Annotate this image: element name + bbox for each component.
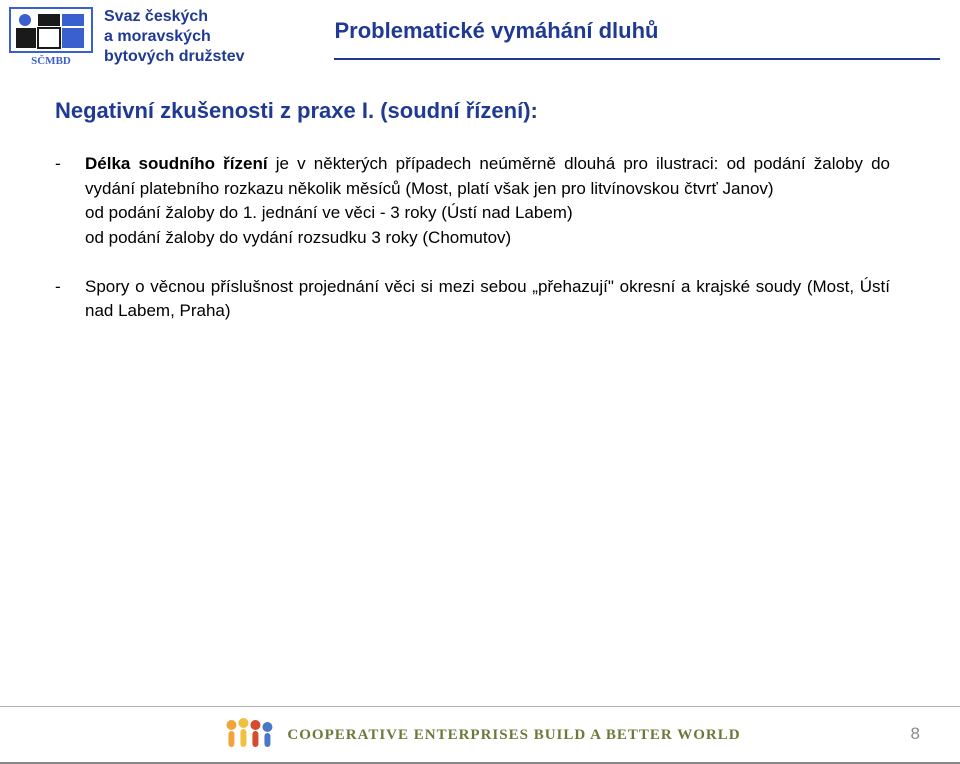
org-name-line2: a moravských xyxy=(104,27,244,47)
bullet-dash: - xyxy=(55,152,67,177)
coop-logo-icon xyxy=(219,715,279,755)
bullet-rest: Spory o věcnou příslušnost projednání vě… xyxy=(85,277,890,321)
title-block: Problematické vymáhání dluhů xyxy=(244,6,940,60)
title-underline xyxy=(334,58,940,60)
bullet-body: Spory o věcnou příslušnost projednání vě… xyxy=(85,275,890,324)
footer-slogan: COOPERATIVE ENTERPRISES BUILD A BETTER W… xyxy=(287,727,740,744)
scmbd-logo-icon: SČMBD xyxy=(8,6,94,68)
page-footer: COOPERATIVE ENTERPRISES BUILD A BETTER W… xyxy=(0,706,960,764)
org-logo-block: SČMBD Svaz českých a moravských bytových… xyxy=(8,6,244,68)
content-area: Negativní zkušenosti z praxe I. (soudní … xyxy=(0,68,960,324)
bullet-line2: od podání žaloby do 1. jednání ve věci -… xyxy=(85,203,573,222)
bullet-item: - Délka soudního řízení je v některých p… xyxy=(55,152,890,251)
bullet-line3: od podání žaloby do vydání rozsudku 3 ro… xyxy=(85,228,511,247)
footer-rule-top xyxy=(0,706,960,707)
page-header: SČMBD Svaz českých a moravských bytových… xyxy=(0,0,960,68)
document-title: Problematické vymáhání dluhů xyxy=(334,18,940,54)
bullet-item: - Spory o věcnou příslušnost projednání … xyxy=(55,275,890,324)
logo-acronym-text: SČMBD xyxy=(31,54,71,67)
bullet-body: Délka soudního řízení je v některých pří… xyxy=(85,152,890,251)
bullet-lead: Délka soudního řízení xyxy=(85,154,268,173)
org-name-line1: Svaz českých xyxy=(104,7,244,27)
section-heading: Negativní zkušenosti z praxe I. (soudní … xyxy=(55,98,890,124)
bullet-dash: - xyxy=(55,275,67,300)
footer-slogan-block: COOPERATIVE ENTERPRISES BUILD A BETTER W… xyxy=(219,715,740,755)
org-name-line3: bytových družstev xyxy=(104,47,244,67)
org-name: Svaz českých a moravských bytových družs… xyxy=(104,7,244,67)
page-number: 8 xyxy=(911,724,920,744)
